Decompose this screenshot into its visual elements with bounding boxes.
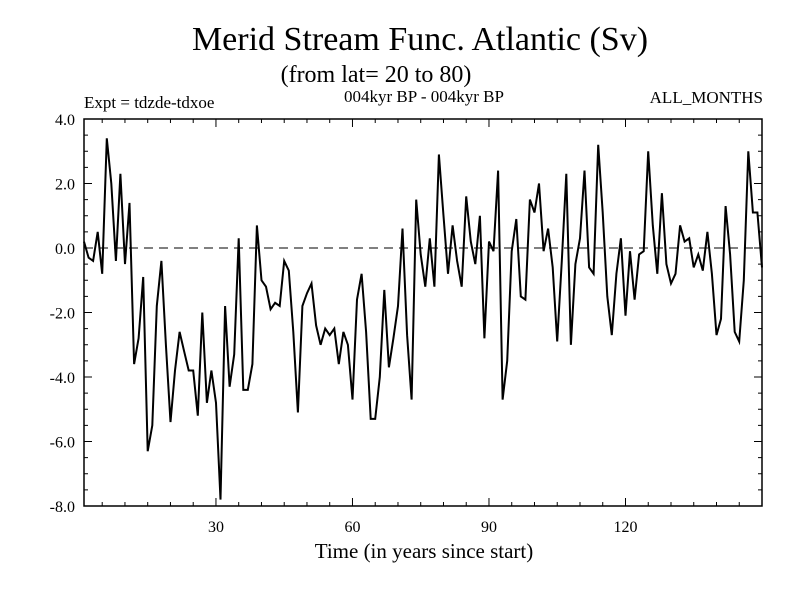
- y-tick-label: -8.0: [50, 499, 75, 516]
- x-axis-label: Time (in years since start): [315, 539, 534, 563]
- y-tick-label: -6.0: [50, 435, 75, 452]
- y-tick-label: 4.0: [55, 112, 75, 129]
- x-tick-label: 120: [613, 519, 637, 536]
- series-line: [83, 138, 763, 500]
- months-label: ALL_MONTHS: [650, 88, 763, 107]
- x-tick-label: 30: [208, 519, 224, 536]
- chart-title: Merid Stream Func. Atlantic (Sv): [192, 21, 648, 58]
- y-tick-label: -4.0: [50, 370, 75, 387]
- period-label: 004kyr BP - 004kyr BP: [344, 87, 504, 106]
- experiment-label: Expt = tdzde-tdxoe: [84, 93, 214, 112]
- y-axis: 4.0 2.0 0.0 -2.0 -4.0 -6.0 -8.0: [50, 112, 762, 516]
- chart-subtitle: (from lat= 20 to 80): [281, 62, 472, 88]
- plot-frame: [83, 118, 763, 507]
- y-tick-label: 2.0: [55, 177, 75, 194]
- x-tick-label: 60: [344, 519, 360, 536]
- x-tick-label: 90: [481, 519, 497, 536]
- y-tick-label: 0.0: [55, 241, 75, 258]
- y-tick-label: -2.0: [50, 306, 75, 323]
